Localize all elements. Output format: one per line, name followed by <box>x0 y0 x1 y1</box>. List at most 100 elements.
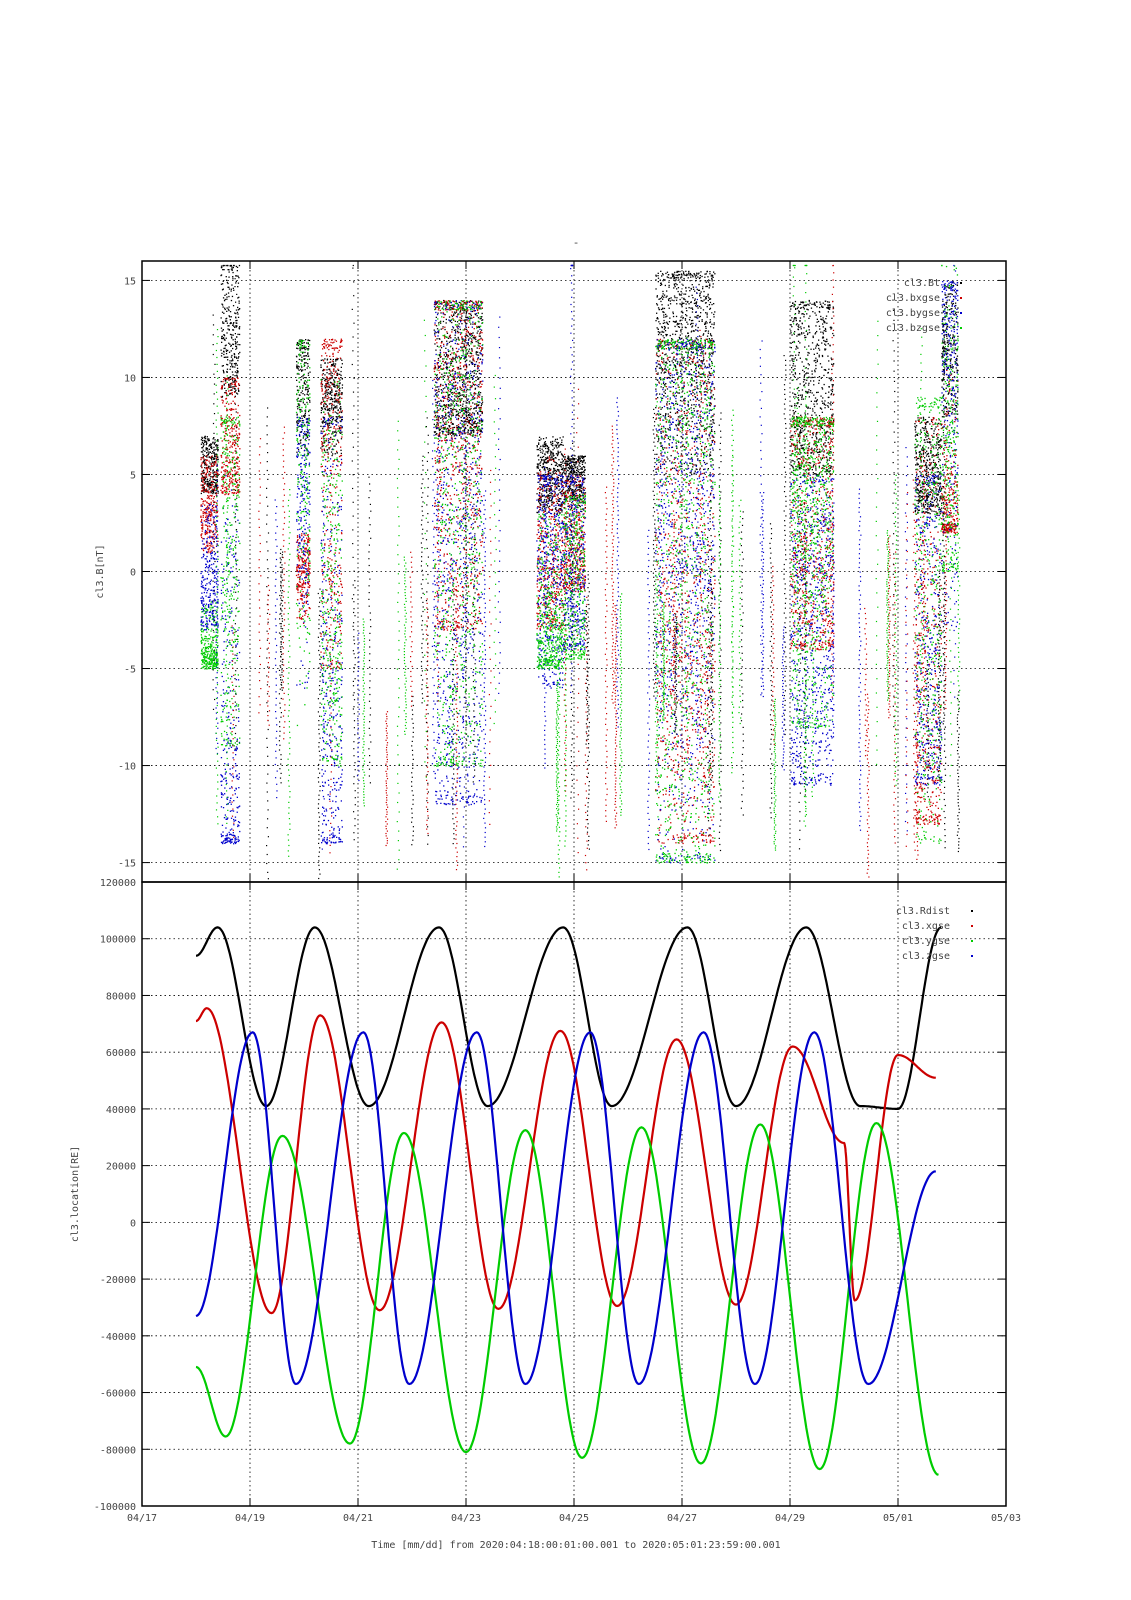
top-data-point <box>341 676 343 678</box>
top-data-point <box>214 506 217 508</box>
top-data-point <box>236 341 238 343</box>
top-data-point <box>306 552 308 554</box>
top-data-point <box>205 459 207 461</box>
top-data-point <box>331 639 333 641</box>
top-data-point <box>297 368 299 370</box>
top-data-point <box>330 465 332 468</box>
top-data-point <box>330 387 332 389</box>
top-data-point <box>337 599 339 602</box>
top-data-point <box>227 645 229 647</box>
top-data-point <box>205 459 208 461</box>
top-data-point <box>220 471 222 473</box>
top-data-point <box>466 308 468 310</box>
top-data-point <box>203 543 205 545</box>
top-data-point <box>211 641 213 643</box>
top-data-point <box>329 381 332 383</box>
top-data-point <box>201 540 204 542</box>
top-data-point <box>212 469 214 471</box>
top-data-point <box>220 793 223 796</box>
top-data-point <box>297 362 299 364</box>
top-data-point <box>330 510 332 512</box>
top-data-point <box>309 560 311 562</box>
top-data-point <box>226 733 228 736</box>
top-data-point <box>213 651 215 653</box>
top-data-point <box>224 471 226 473</box>
top-data-point <box>299 576 301 578</box>
top-data-point <box>303 554 306 556</box>
top-data-point <box>222 487 224 489</box>
top-data-point <box>229 642 231 644</box>
top-data-point <box>204 655 206 658</box>
top-data-point <box>224 469 226 471</box>
top-data-point <box>206 442 208 445</box>
top-data-point <box>221 386 223 388</box>
top-data-point <box>327 686 330 688</box>
top-data-point <box>336 666 339 668</box>
top-data-point <box>205 625 207 627</box>
top-data-point <box>303 346 306 349</box>
top-data-point <box>336 681 338 683</box>
top-data-point <box>232 458 234 460</box>
top-data-point <box>214 441 216 443</box>
top-data-point <box>203 487 205 490</box>
top-data-point <box>205 489 207 491</box>
top-data-point <box>305 568 307 570</box>
top-data-point <box>230 727 232 730</box>
top-data-point <box>333 576 335 579</box>
top-data-point <box>321 510 323 513</box>
top-data-point <box>210 446 212 449</box>
top-data-point <box>307 452 309 454</box>
top-data-point <box>211 661 213 663</box>
top-data-point <box>208 666 210 669</box>
top-data-point <box>465 313 467 315</box>
top-data-point <box>234 583 236 585</box>
top-data-point <box>217 540 219 542</box>
top-data-point <box>207 485 209 488</box>
top-data-point <box>341 732 343 734</box>
top-data-point <box>220 283 223 285</box>
top-data-point <box>457 314 459 316</box>
top-data-point <box>224 773 226 775</box>
top-data-point <box>297 553 299 555</box>
top-data-point <box>232 492 234 494</box>
top-data-point <box>214 529 216 531</box>
top-data-point <box>331 406 333 408</box>
top-data-point <box>298 366 300 368</box>
top-data-point <box>308 417 310 419</box>
top-data-point <box>340 340 342 342</box>
top-data-point <box>340 617 343 620</box>
top-data-point <box>205 623 207 625</box>
top-data-point <box>304 548 306 550</box>
top-data-point <box>235 282 237 284</box>
top-data-point <box>216 622 218 625</box>
top-data-point <box>222 484 224 486</box>
top-data-point <box>303 416 306 418</box>
top-data-point <box>305 440 307 442</box>
top-data-point <box>235 749 237 752</box>
top-data-point <box>206 455 208 457</box>
top-data-point <box>328 652 331 654</box>
top-data-point <box>327 408 329 410</box>
top-data-point <box>206 436 208 438</box>
top-data-point <box>226 363 228 366</box>
top-data-point <box>470 323 472 325</box>
top-data-point <box>233 727 236 729</box>
top-data-point <box>228 403 230 405</box>
top-data-point <box>229 615 231 618</box>
top-data-point <box>296 367 299 369</box>
top-data-point <box>338 766 340 768</box>
top-data-point <box>329 385 331 387</box>
top-data-point <box>332 358 334 361</box>
top-data-point <box>236 465 238 467</box>
top-data-point <box>338 837 340 839</box>
top-data-point <box>236 347 238 349</box>
top-data-point <box>337 460 339 462</box>
top-data-point <box>229 265 231 267</box>
top-data-point <box>334 552 336 554</box>
top-data-point <box>204 532 206 534</box>
top-data-point <box>225 439 227 442</box>
top-data-point <box>214 577 217 579</box>
top-data-point <box>233 577 235 579</box>
top-data-point <box>299 528 301 530</box>
top-data-point <box>228 692 230 694</box>
